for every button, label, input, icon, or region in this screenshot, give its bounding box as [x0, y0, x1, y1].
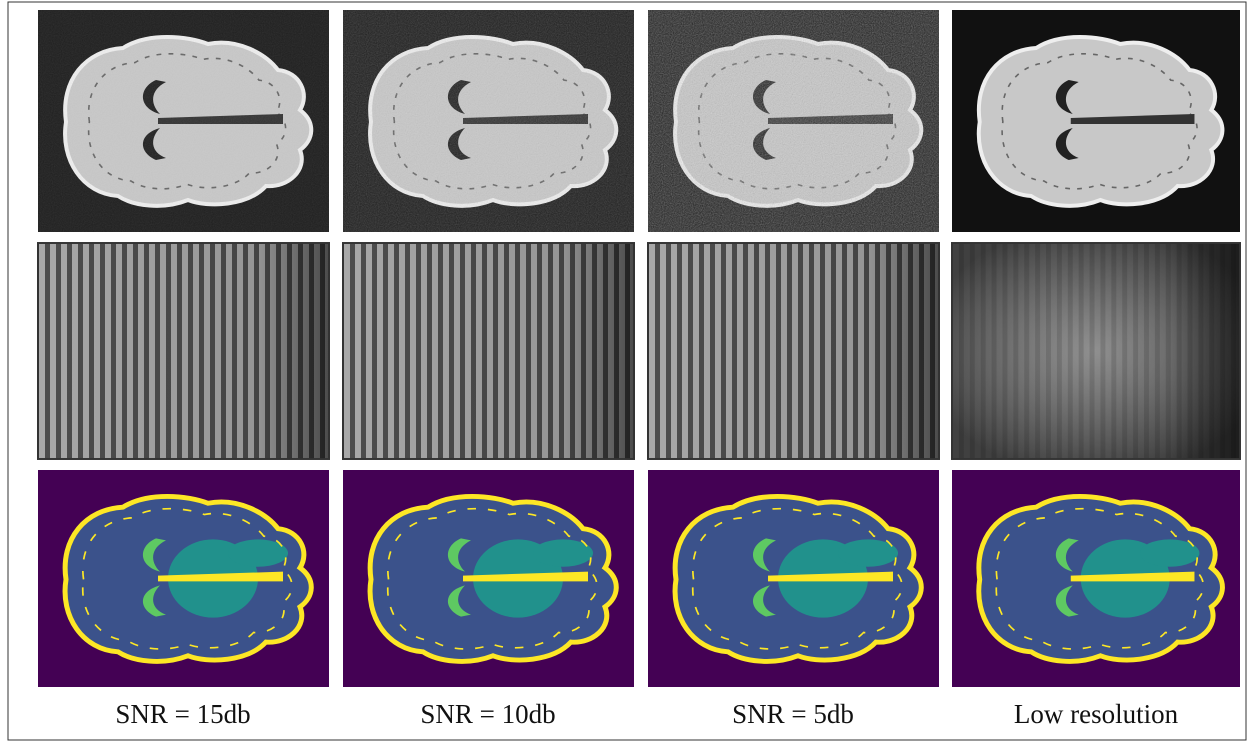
shading [952, 243, 1240, 459]
image-panel [648, 470, 939, 687]
figure: SNR = 15db SNR = 10db SNR = 5db Low reso… [0, 0, 1249, 742]
panels [38, 10, 1240, 687]
caption: SNR = 15db [115, 699, 250, 729]
caption: SNR = 10db [420, 699, 555, 729]
image-panel [952, 470, 1240, 687]
image-panel [343, 470, 634, 687]
caption: SNR = 5db [732, 699, 854, 729]
image-panel [343, 243, 634, 459]
noise [648, 10, 939, 232]
image-panel [38, 470, 329, 687]
image-panel [952, 243, 1240, 459]
image-panel [648, 10, 939, 232]
noise [343, 10, 634, 232]
image-panel [648, 243, 939, 459]
image-panel [952, 10, 1240, 232]
shading [343, 243, 634, 459]
caption: Low resolution [1014, 699, 1179, 729]
figure-page: SNR = 15db SNR = 10db SNR = 5db Low reso… [0, 0, 1249, 742]
shading [38, 243, 329, 459]
shading [648, 243, 939, 459]
noise [38, 10, 329, 232]
image-panel [38, 243, 329, 459]
image-panel [343, 10, 634, 232]
image-panel [38, 10, 329, 232]
